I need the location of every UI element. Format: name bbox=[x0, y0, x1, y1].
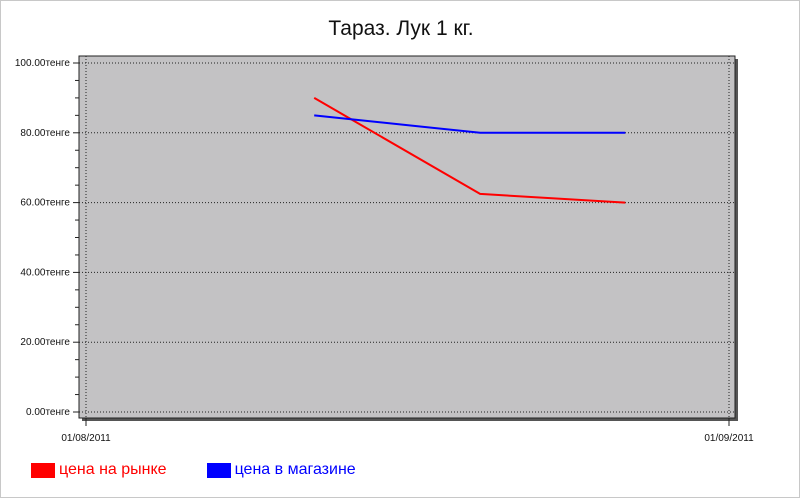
x-tick-label: 01/08/2011 bbox=[61, 433, 111, 444]
y-tick-label: 40.00тенге bbox=[20, 267, 70, 278]
series-line-store bbox=[314, 114, 626, 134]
legend-item-market: цена на рынке bbox=[31, 461, 167, 479]
chart-title: Тараз. Лук 1 кг. bbox=[328, 17, 473, 40]
y-tick-label: 100.00тенге bbox=[15, 58, 71, 69]
plot-area bbox=[78, 55, 736, 419]
legend-label-store: цена в магазине bbox=[234, 461, 356, 478]
x-tick-label: 01/09/2011 bbox=[704, 433, 754, 444]
legend-swatch-store bbox=[206, 462, 231, 478]
legend-swatch-market bbox=[31, 462, 55, 478]
series-line-market bbox=[313, 97, 626, 204]
y-tick-label: 0.00тенге bbox=[26, 407, 70, 418]
y-tick-label: 80.00тенге bbox=[20, 128, 70, 139]
y-tick-label: 60.00тенге bbox=[20, 198, 70, 209]
axis-layer: 100.00тенге 80.00тенге 60.00тенге 40.00тенг… bbox=[15, 58, 754, 444]
series-layer bbox=[313, 97, 626, 204]
legend-item-store: цена в магазине bbox=[206, 461, 356, 479]
legend: цена на рынке цена в магазине bbox=[31, 461, 396, 479]
legend-label-market: цена на рынке bbox=[59, 461, 167, 478]
y-tick-label: 20.00тенге bbox=[20, 337, 70, 348]
grid-layer bbox=[79, 56, 735, 418]
